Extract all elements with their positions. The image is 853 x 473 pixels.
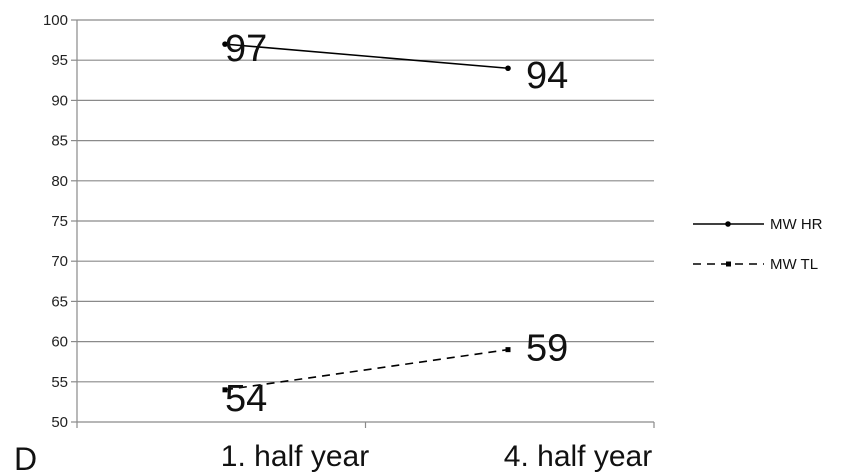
- legend-marker: [726, 261, 731, 267]
- x-tick-label: 4. half year: [504, 440, 652, 473]
- y-tick-label: 80: [51, 173, 68, 190]
- y-tick-label: 60: [51, 334, 68, 351]
- x-tick-label: 1. half year: [221, 440, 369, 473]
- x-tick-labels: 1. half year 4. half year: [221, 440, 652, 473]
- data-label: 54: [225, 378, 267, 420]
- data-point: [222, 41, 228, 47]
- legend-label: MW HR: [770, 216, 823, 233]
- y-tick-label: 95: [51, 52, 68, 69]
- data-point: [505, 347, 511, 353]
- data-label: 97: [225, 28, 267, 70]
- y-tick-labels: 50 55 60 65 70 75 80 85 90 95 100: [43, 12, 68, 431]
- y-tick-label: 50: [51, 414, 68, 431]
- series-line-1: [224, 43, 509, 70]
- legend-marker: [725, 221, 731, 227]
- axes: [76, 20, 655, 428]
- panel-label: D: [14, 441, 37, 473]
- y-tick-label: 100: [43, 12, 68, 29]
- gridlines: [71, 19, 654, 423]
- data-labels: 97 94 54 59: [225, 28, 568, 420]
- data-label: 59: [526, 328, 568, 370]
- y-tick-label: 70: [51, 253, 68, 270]
- y-tick-label: 65: [51, 293, 68, 310]
- data-point: [222, 387, 228, 393]
- data-label: 94: [526, 55, 568, 97]
- y-tick-label: 55: [51, 374, 68, 391]
- legend: MW HR MW TL: [693, 216, 823, 273]
- y-tick-label: 75: [51, 213, 68, 230]
- series-line-2: [224, 348, 509, 391]
- y-tick-label: 85: [51, 133, 68, 150]
- y-tick-label: 90: [51, 92, 68, 109]
- data-point: [505, 65, 511, 72]
- legend-label: MW TL: [770, 256, 818, 273]
- series-lines: [222, 41, 511, 393]
